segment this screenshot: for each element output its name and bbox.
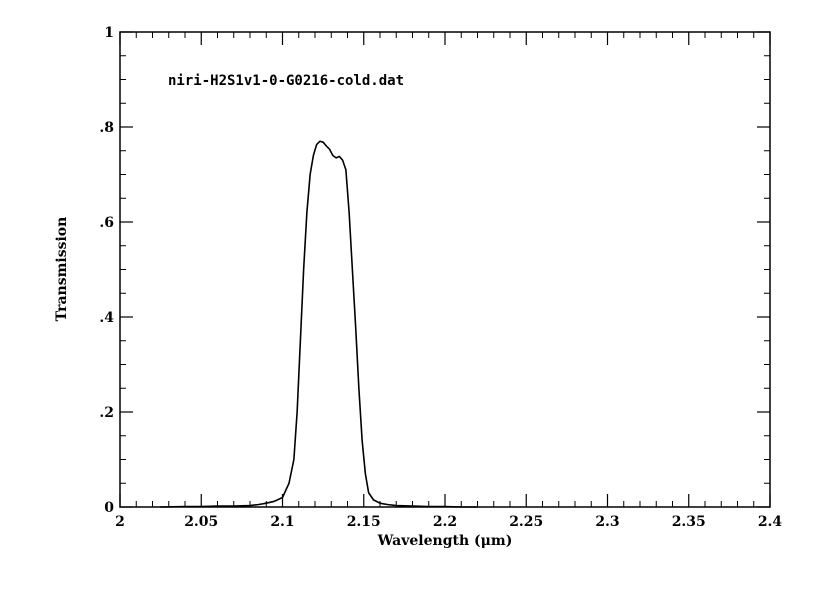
- x-tick-label: 2.2: [433, 514, 457, 530]
- axis-ticks: [119, 31, 771, 508]
- plot-frame: [119, 31, 771, 508]
- x-tick-label: 2.1: [270, 514, 294, 530]
- chart-title: niri-H2S1v1-0-G0216-cold.dat: [168, 73, 404, 89]
- x-tick-label: 2.05: [184, 514, 218, 530]
- y-tick-label: .4: [99, 310, 114, 326]
- y-tick-label: 1: [104, 25, 114, 41]
- y-tick-label: 0: [104, 500, 114, 516]
- transmission-curve: [159, 140, 479, 508]
- x-tick-label: 2.15: [347, 514, 381, 530]
- x-tick-label: 2.3: [595, 514, 619, 530]
- y-tick-label: .8: [99, 120, 114, 136]
- x-axis-label: Wavelength (μm): [377, 533, 513, 549]
- x-tick-label: 2: [115, 514, 125, 530]
- x-tick-label: 2.4: [758, 514, 783, 530]
- series-group: [159, 140, 479, 508]
- axis-tick-labels: 2 2.05 2.1 2.15 2.2 2.25 2.3 2.35 2.4 0 .2 .4 .6 .8 1: [99, 25, 782, 530]
- y-tick-label: .2: [99, 405, 114, 421]
- y-tick-label: .6: [99, 215, 114, 231]
- y-axis-label: Transmission: [54, 217, 70, 322]
- x-tick-label: 2.35: [672, 514, 706, 530]
- x-tick-label: 2.25: [509, 514, 543, 530]
